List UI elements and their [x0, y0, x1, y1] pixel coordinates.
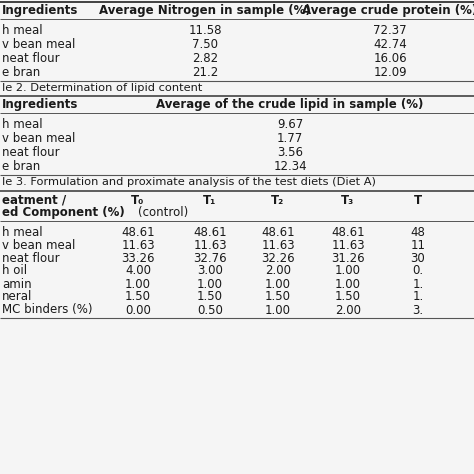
- Text: T₀: T₀: [131, 193, 145, 207]
- Text: 7.50: 7.50: [192, 37, 218, 51]
- Text: Average Nitrogen in sample (%): Average Nitrogen in sample (%): [99, 3, 311, 17]
- Text: Ingredients: Ingredients: [2, 98, 78, 110]
- Text: 42.74: 42.74: [373, 37, 407, 51]
- Text: 0.50: 0.50: [197, 303, 223, 317]
- Text: neat flour: neat flour: [2, 146, 60, 158]
- Text: T₃: T₃: [341, 193, 355, 207]
- Text: e bran: e bran: [2, 159, 40, 173]
- Text: neat flour: neat flour: [2, 52, 60, 64]
- Text: (control): (control): [138, 206, 188, 219]
- Text: e bran: e bran: [2, 65, 40, 79]
- Text: 11: 11: [410, 238, 426, 252]
- Text: h meal: h meal: [2, 226, 43, 238]
- Text: 2.00: 2.00: [335, 303, 361, 317]
- Text: 1.50: 1.50: [197, 291, 223, 303]
- Text: v bean meal: v bean meal: [2, 131, 75, 145]
- Text: 16.06: 16.06: [373, 52, 407, 64]
- Text: 1.00: 1.00: [335, 264, 361, 277]
- Text: h oil: h oil: [2, 264, 27, 277]
- Text: 1.: 1.: [412, 291, 424, 303]
- Text: v bean meal: v bean meal: [2, 37, 75, 51]
- Text: 30: 30: [410, 252, 425, 264]
- Text: le 2. Determination of lipid content: le 2. Determination of lipid content: [2, 83, 202, 93]
- Text: eatment /: eatment /: [2, 193, 66, 207]
- Text: 48: 48: [410, 226, 426, 238]
- Text: 9.67: 9.67: [277, 118, 303, 130]
- Text: 48.61: 48.61: [261, 226, 295, 238]
- Text: 48.61: 48.61: [193, 226, 227, 238]
- Text: 1.50: 1.50: [335, 291, 361, 303]
- Text: ed Component (%): ed Component (%): [2, 206, 125, 219]
- Text: 0.: 0.: [412, 264, 424, 277]
- Text: neat flour: neat flour: [2, 252, 60, 264]
- Text: T₁: T₁: [203, 193, 217, 207]
- Text: 2.00: 2.00: [265, 264, 291, 277]
- Text: v bean meal: v bean meal: [2, 238, 75, 252]
- Text: 32.26: 32.26: [261, 252, 295, 264]
- Text: 11.63: 11.63: [193, 238, 227, 252]
- Text: 1.77: 1.77: [277, 131, 303, 145]
- Text: 11.63: 11.63: [331, 238, 365, 252]
- Text: Ingredients: Ingredients: [2, 3, 78, 17]
- Text: 4.00: 4.00: [125, 264, 151, 277]
- Text: 11.63: 11.63: [121, 238, 155, 252]
- Text: 1.00: 1.00: [125, 277, 151, 291]
- Text: Average crude protein (%): Average crude protein (%): [302, 3, 474, 17]
- Text: 12.09: 12.09: [373, 65, 407, 79]
- Text: 1.00: 1.00: [265, 303, 291, 317]
- Text: 1.00: 1.00: [197, 277, 223, 291]
- Text: 12.34: 12.34: [273, 159, 307, 173]
- Text: 48.61: 48.61: [331, 226, 365, 238]
- Text: 1.50: 1.50: [125, 291, 151, 303]
- Text: 33.26: 33.26: [121, 252, 155, 264]
- Text: neral: neral: [2, 291, 32, 303]
- Text: 1.00: 1.00: [335, 277, 361, 291]
- Text: 11.63: 11.63: [261, 238, 295, 252]
- Text: Average of the crude lipid in sample (%): Average of the crude lipid in sample (%): [156, 98, 424, 110]
- Text: 72.37: 72.37: [373, 24, 407, 36]
- Text: 48.61: 48.61: [121, 226, 155, 238]
- Text: 3.56: 3.56: [277, 146, 303, 158]
- Text: 2.82: 2.82: [192, 52, 218, 64]
- Text: h meal: h meal: [2, 24, 43, 36]
- Text: T₂: T₂: [272, 193, 284, 207]
- Text: 0.00: 0.00: [125, 303, 151, 317]
- Text: 1.: 1.: [412, 277, 424, 291]
- Text: 21.2: 21.2: [192, 65, 218, 79]
- Text: h meal: h meal: [2, 118, 43, 130]
- Text: T: T: [414, 193, 422, 207]
- Text: amin: amin: [2, 277, 32, 291]
- Text: 11.58: 11.58: [188, 24, 222, 36]
- Text: 31.26: 31.26: [331, 252, 365, 264]
- Text: 1.00: 1.00: [265, 277, 291, 291]
- Text: 3.00: 3.00: [197, 264, 223, 277]
- Text: le 3. Formulation and proximate analysis of the test diets (Diet A): le 3. Formulation and proximate analysis…: [2, 177, 376, 187]
- Text: MC binders (%): MC binders (%): [2, 303, 92, 317]
- Text: 3.: 3.: [412, 303, 424, 317]
- Text: 32.76: 32.76: [193, 252, 227, 264]
- Text: 1.50: 1.50: [265, 291, 291, 303]
